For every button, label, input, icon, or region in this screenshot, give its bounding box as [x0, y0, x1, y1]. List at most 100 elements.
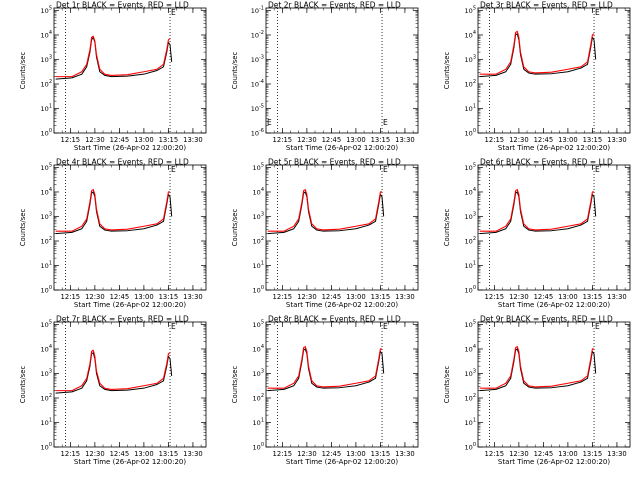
- x-tick-label: 12:30: [85, 450, 105, 458]
- x-tick-label: 12:30: [297, 136, 317, 144]
- event-marker-label: E: [595, 8, 600, 17]
- x-tick-label: 12:15: [273, 293, 293, 301]
- y-tick-label: 104: [465, 187, 476, 197]
- event-marker-label: E: [267, 118, 272, 127]
- x-tick-label: 12:45: [534, 450, 554, 458]
- y-tick-label: 105: [253, 319, 264, 329]
- events-series-line: [479, 348, 597, 392]
- lld-series-line: [479, 188, 595, 232]
- x-tick-label: 13:30: [395, 293, 415, 301]
- y-tick-label: 101: [41, 260, 52, 270]
- y-tick-label: 103: [253, 368, 264, 378]
- x-tick-label: 13:30: [395, 450, 415, 458]
- x-tick-label: 12:45: [534, 293, 554, 301]
- y-tick-label: 105: [41, 5, 52, 15]
- plot-frame: [53, 164, 207, 291]
- x-tick-label: 13:30: [607, 136, 627, 144]
- y-tick-label: 101: [465, 260, 476, 270]
- x-tick-label: 12:45: [322, 136, 342, 144]
- y-tick-label: 10-6: [251, 128, 264, 138]
- plot-frame: [477, 164, 631, 291]
- y-tick-label: 104: [253, 187, 264, 197]
- x-axis-label: Start Time (26-Apr-02 12:00:20): [498, 301, 610, 309]
- y-tick-label: 105: [41, 162, 52, 172]
- y-tick-label: 100: [41, 285, 52, 295]
- detector-panel-2: Det 2r BLACK = Events, RED = LLD 10-6 10-5…: [231, 1, 419, 152]
- x-tick-label: 13:15: [371, 293, 391, 301]
- y-axis-label: Counts/sec: [19, 52, 27, 90]
- y-tick-label: 100: [253, 442, 264, 452]
- x-tick-label: 12:30: [85, 136, 105, 144]
- event-marker-label: E: [595, 165, 600, 174]
- lld-series-line: [479, 345, 595, 389]
- x-tick-label: 12:15: [61, 293, 81, 301]
- panel-title: Det 2r BLACK = Events, RED = LLD: [268, 1, 401, 10]
- x-tick-label: 12:30: [509, 450, 529, 458]
- plot-frame: [53, 321, 207, 448]
- y-tick-label: 103: [41, 211, 52, 221]
- panel-title: Det 3r BLACK = Events, RED = LLD: [480, 1, 613, 10]
- panel-title: Det 8r BLACK = Events, RED = LLD: [268, 315, 401, 324]
- x-tick-label: 12:15: [485, 450, 505, 458]
- y-axis-label: Counts/sec: [231, 52, 239, 90]
- y-tick-label: 100: [465, 128, 476, 138]
- y-tick-label: 102: [41, 79, 52, 89]
- lld-series-line: [267, 188, 383, 232]
- plot-frame: [265, 321, 419, 448]
- x-tick-label: 13:30: [607, 293, 627, 301]
- panel-title: Det 6r BLACK = Events, RED = LLD: [480, 158, 613, 167]
- event-marker-label: E: [171, 322, 176, 331]
- x-tick-label: 12:15: [485, 136, 505, 144]
- x-tick-label: 12:45: [110, 450, 130, 458]
- y-tick-label: 105: [465, 162, 476, 172]
- x-tick-label: 13:15: [159, 450, 179, 458]
- y-tick-label: 10-4: [251, 79, 264, 89]
- x-axis-label: Start Time (26-Apr-02 12:00:20): [74, 458, 186, 466]
- y-tick-label: 100: [41, 442, 52, 452]
- y-tick-label: 100: [41, 128, 52, 138]
- x-tick-label: 12:30: [509, 293, 529, 301]
- events-series-line: [479, 191, 597, 235]
- x-tick-label: 12:45: [322, 450, 342, 458]
- y-axis-label: Counts/sec: [19, 366, 27, 404]
- y-tick-label: 100: [465, 442, 476, 452]
- x-axis-label: Start Time (26-Apr-02 12:00:20): [74, 301, 186, 309]
- x-tick-label: 13:00: [346, 450, 366, 458]
- x-axis-label: Start Time (26-Apr-02 12:00:20): [498, 144, 610, 152]
- detector-panel-4: Det 4r BLACK = Events, RED = LLD 100 101 10…: [19, 158, 207, 309]
- x-tick-label: 13:30: [183, 450, 203, 458]
- y-tick-label: 101: [465, 417, 476, 427]
- events-series-line: [55, 191, 173, 235]
- panel-title: Det 1r BLACK = Events, RED = LLD: [56, 1, 189, 10]
- lld-series-line: [55, 188, 171, 232]
- panel-title: Det 9r BLACK = Events, RED = LLD: [480, 315, 613, 324]
- x-tick-label: 13:30: [183, 136, 203, 144]
- x-axis-label: Start Time (26-Apr-02 12:00:20): [286, 301, 398, 309]
- x-tick-label: 13:15: [159, 293, 179, 301]
- y-axis-label: Counts/sec: [19, 209, 27, 247]
- events-series-line: [55, 352, 173, 394]
- x-tick-label: 13:00: [558, 293, 578, 301]
- y-tick-label: 102: [465, 236, 476, 246]
- plot-frame: [53, 7, 207, 134]
- x-tick-label: 13:00: [134, 450, 154, 458]
- x-tick-label: 13:15: [583, 450, 603, 458]
- panel-title: Det 7r BLACK = Events, RED = LLD: [56, 315, 189, 324]
- y-tick-label: 102: [253, 393, 264, 403]
- y-tick-label: 103: [253, 211, 264, 221]
- y-tick-label: 100: [253, 285, 264, 295]
- x-tick-label: 12:30: [85, 293, 105, 301]
- plot-frame: [265, 164, 419, 291]
- x-tick-label: 13:30: [395, 136, 415, 144]
- x-axis-label: Start Time (26-Apr-02 12:00:20): [498, 458, 610, 466]
- events-series-line: [55, 36, 173, 80]
- y-tick-label: 104: [253, 344, 264, 354]
- x-tick-label: 13:00: [558, 450, 578, 458]
- y-tick-label: 101: [465, 103, 476, 113]
- y-tick-label: 102: [253, 236, 264, 246]
- x-tick-label: 12:15: [61, 136, 81, 144]
- y-tick-label: 105: [253, 162, 264, 172]
- x-tick-label: 13:00: [134, 293, 154, 301]
- x-tick-label: 12:15: [273, 136, 293, 144]
